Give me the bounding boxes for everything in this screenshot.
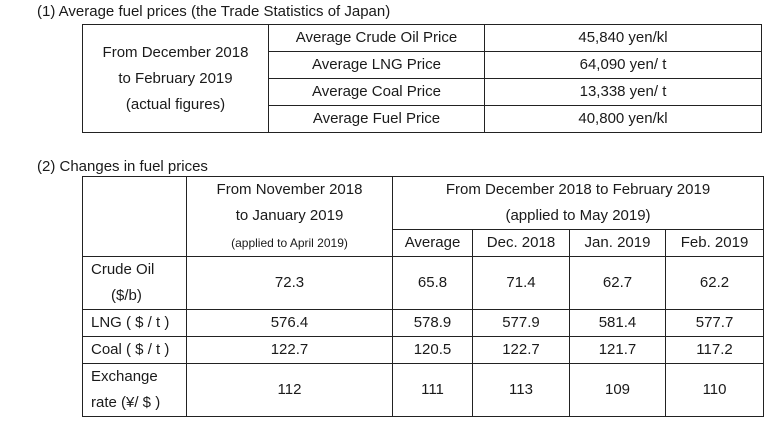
price-label: Average Crude Oil Price — [268, 24, 485, 52]
month-value: 122.7 — [472, 336, 570, 364]
period-line: From December 2018 — [102, 43, 249, 61]
table-row: Average Coal Price 13,338 yen/ t — [83, 78, 762, 106]
table-row: Crude Oil ($/b) 72.3 65.8 71.4 62.7 62.2 — [82, 256, 765, 310]
price-value: 13,338 yen/ t — [484, 78, 762, 106]
avg-value: 111 — [392, 363, 473, 417]
month-value: 62.7 — [569, 256, 666, 310]
price-label: Average Coal Price — [268, 78, 485, 106]
prev-period-applied: (applied to April 2019) — [186, 229, 393, 257]
month-value: 581.4 — [569, 309, 666, 337]
month-value: 577.9 — [472, 309, 570, 337]
header-row: (applied to April 2019) Average Dec. 201… — [83, 229, 765, 257]
month-value: 577.7 — [664, 309, 765, 337]
prev-value: 72.3 — [186, 256, 393, 310]
table-row: Exchange rate (¥/ $ ) 112 111 113 109 11… — [82, 363, 765, 417]
table-row: Average LNG Price 64,090 yen/ t — [83, 51, 762, 79]
period-cell: From December 2018 to February 2019 (act… — [82, 24, 269, 133]
table-row: LNG ( $ / t ) 576.4 578.9 577.9 581.4 57… — [82, 309, 765, 337]
row-label: Crude Oil ($/b) — [82, 256, 187, 310]
row-label-line2: rate (¥/ $ ) — [91, 394, 161, 411]
prev-value: 112 — [186, 363, 393, 417]
row-label: LNG ( $ / t ) — [82, 309, 187, 337]
column-header: Dec. 2018 — [472, 229, 570, 257]
month-value: 62.2 — [664, 256, 765, 310]
month-value: 109 — [569, 363, 666, 417]
column-header: Feb. 2019 — [664, 229, 765, 257]
header-row: From November 2018 From December 2018 to… — [82, 176, 765, 257]
month-value: 121.7 — [569, 336, 666, 364]
row-label-line1: Exchange — [91, 368, 158, 385]
prev-period-header-line2: to January 2019 — [186, 203, 393, 230]
section2-heading: (2) Changes in fuel prices — [37, 158, 208, 175]
curr-period-header: From December 2018 to February 2019 — [391, 176, 765, 203]
avg-value: 120.5 — [392, 336, 473, 364]
month-value: 113 — [472, 363, 570, 417]
prev-value: 122.7 — [186, 336, 393, 364]
column-header: Average — [392, 229, 473, 257]
month-value: 110 — [664, 363, 765, 417]
price-value: 64,090 yen/ t — [484, 51, 762, 79]
month-value: 117.2 — [664, 336, 765, 364]
header-row: to January 2019 (applied to May 2019) — [83, 203, 765, 230]
average-fuel-prices-table: From December 2018 to February 2019 (act… — [82, 24, 762, 133]
section1-heading: (1) Average fuel prices (the Trade Stati… — [37, 3, 391, 20]
table-row: Coal ( $ / t ) 122.7 120.5 122.7 121.7 1… — [82, 336, 765, 364]
row-label: Coal ( $ / t ) — [82, 336, 187, 364]
curr-period-applied: (applied to May 2019) — [391, 203, 765, 230]
corner-cell — [82, 176, 187, 257]
month-value: 71.4 — [472, 256, 570, 310]
price-value: 45,840 yen/kl — [484, 24, 762, 52]
prev-value: 576.4 — [186, 309, 393, 337]
row-label: Exchange rate (¥/ $ ) — [82, 363, 187, 417]
avg-value: 578.9 — [392, 309, 473, 337]
price-label: Average LNG Price — [268, 51, 485, 79]
price-value: 40,800 yen/kl — [484, 105, 762, 133]
period-line: (actual figures) — [125, 95, 226, 113]
fuel-price-changes-table: From November 2018 From December 2018 to… — [82, 176, 765, 417]
row-label-line1: Crude Oil — [91, 261, 155, 278]
prev-period-header: From November 2018 — [186, 176, 393, 203]
avg-value: 65.8 — [392, 256, 473, 310]
period-line: to February 2019 — [118, 69, 233, 87]
column-header: Jan. 2019 — [569, 229, 666, 257]
table-row: Average Fuel Price 40,800 yen/kl — [83, 105, 762, 133]
row-label-line2: ($/b) — [111, 287, 142, 304]
table-row: From December 2018 to February 2019 (act… — [82, 24, 762, 133]
price-label: Average Fuel Price — [268, 105, 485, 133]
